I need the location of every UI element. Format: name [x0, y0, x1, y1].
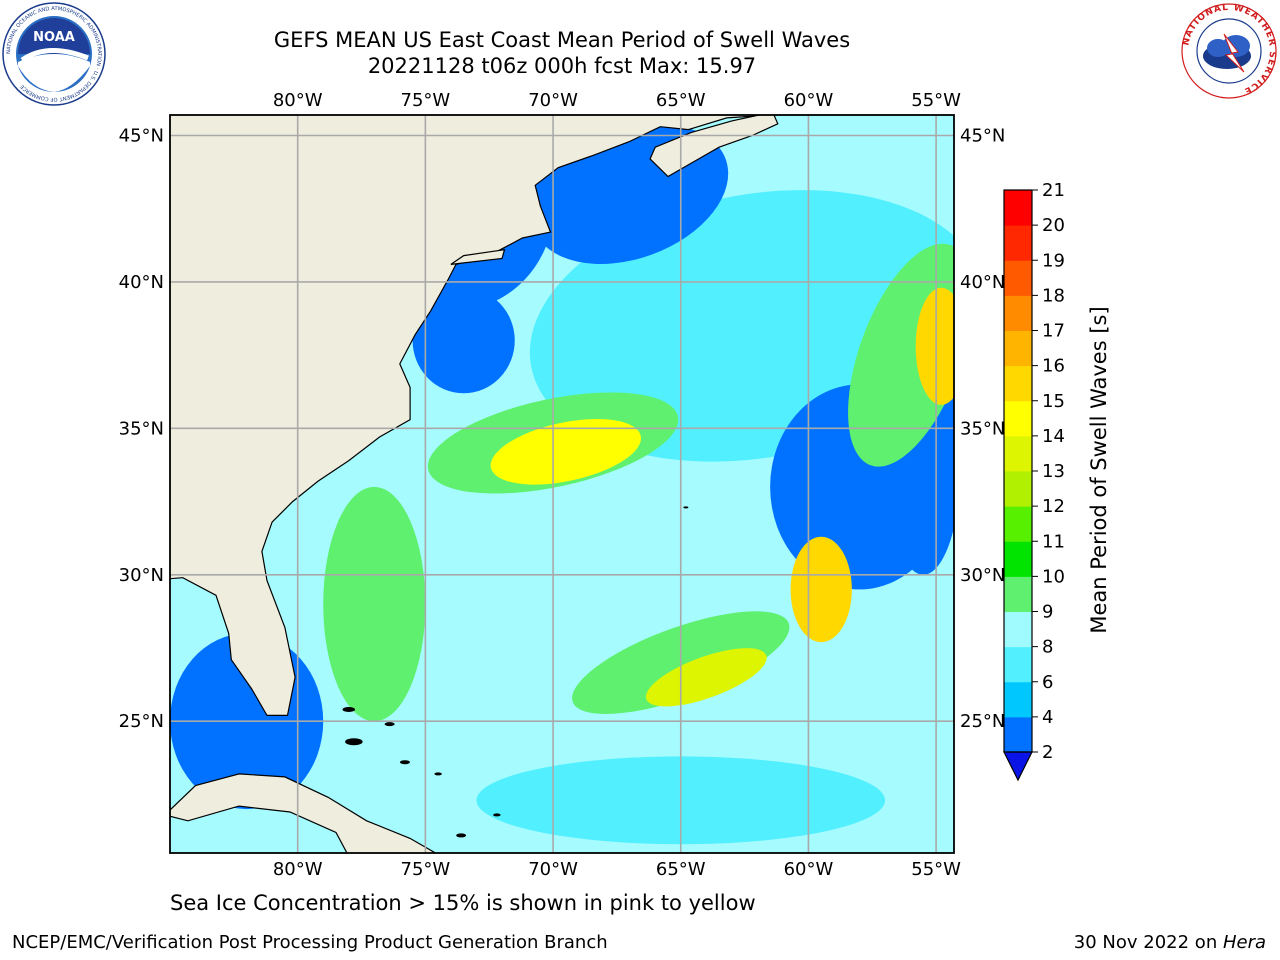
colorbar-tick-label: 2 — [1042, 742, 1053, 763]
longitude-label: 60°W — [784, 859, 834, 880]
colorbar-tick-label: 18 — [1042, 285, 1065, 306]
latitude-label: 45°N — [119, 126, 164, 147]
longitude-label: 70°W — [528, 90, 578, 111]
date-text: 30 Nov 2022 on — [1073, 932, 1223, 953]
sea-ice-note: Sea Ice Concentration > 15% is shown in … — [170, 891, 756, 915]
colorbar-swatch — [1004, 435, 1032, 472]
colorbar-tick-label: 6 — [1042, 672, 1053, 693]
latitude-label: 30°N — [960, 565, 1005, 586]
island — [345, 738, 363, 746]
colorbar-label: Mean Period of Swell Waves [s] — [1087, 306, 1111, 633]
colorbar-swatch — [1004, 716, 1032, 753]
colorbar-tick-label: 9 — [1042, 602, 1053, 623]
colorbar-tick-label: 13 — [1042, 461, 1065, 482]
nws-logo: NATIONAL WEATHER SERVICE — [1181, 3, 1277, 99]
longitude-label: 55°W — [911, 859, 961, 880]
field-blob — [645, 648, 767, 707]
colorbar-swatch — [1004, 365, 1032, 402]
colorbar-swatch — [1004, 541, 1032, 577]
field-blob — [915, 287, 954, 405]
chart-title: GEFS MEAN US East Coast Mean Period of S… — [273, 28, 851, 52]
island — [456, 833, 467, 838]
longitude-labels-bottom: 80°W 75°W 70°W 65°W 60°W 55°W — [273, 859, 961, 880]
noaa-logo-text: NOAA — [33, 30, 75, 45]
colorbar-swatch — [1004, 225, 1032, 261]
latitude-labels-left: 45°N 40°N 35°N 30°N 25°N — [119, 126, 164, 733]
map-frame — [169, 114, 955, 854]
latitude-labels-right: 45°N 40°N 35°N 30°N 25°N — [960, 126, 1005, 733]
colorbar-swatch — [1004, 260, 1032, 296]
long-island-land — [450, 248, 506, 265]
colorbar-tick-label: 11 — [1042, 531, 1065, 552]
colorbar-tick-label: 10 — [1042, 566, 1065, 587]
longitude-label: 75°W — [401, 859, 451, 880]
colorbar-tick-label: 20 — [1042, 215, 1065, 236]
island — [384, 722, 395, 727]
longitude-label: 65°W — [656, 859, 706, 880]
field-blob — [323, 486, 426, 722]
latitude-label: 35°N — [960, 418, 1005, 439]
colorbar-swatch — [1004, 400, 1032, 437]
longitude-label: 60°W — [784, 90, 834, 111]
colorbar-tick-label: 15 — [1042, 391, 1065, 412]
longitude-label: 70°W — [528, 859, 578, 880]
longitude-labels-top: 80°W 75°W 70°W 65°W 60°W 55°W — [273, 90, 961, 111]
latitude-label: 30°N — [119, 565, 164, 586]
colorbar-swatch — [1004, 471, 1032, 507]
field-blob — [412, 287, 515, 394]
date-stamp: 30 Nov 2022 on Hera — [1074, 932, 1266, 953]
latitude-label: 40°N — [960, 272, 1005, 293]
colorbar-swatch — [1004, 506, 1032, 542]
longitude-label: 55°W — [911, 90, 961, 111]
island — [399, 760, 410, 765]
island — [493, 813, 501, 817]
cuba-land — [170, 773, 437, 853]
field-blob — [790, 536, 852, 643]
colorbar-swatch — [1004, 576, 1032, 612]
colorbar-swatch — [1004, 681, 1032, 718]
latitude-label: 45°N — [960, 126, 1005, 147]
colorbar-tick-label: 8 — [1042, 637, 1053, 658]
longitude-label: 80°W — [273, 859, 323, 880]
colorbar-tick-label: 12 — [1042, 496, 1065, 517]
colorbar-swatch — [1004, 295, 1032, 331]
north-america-land — [170, 115, 771, 717]
field-blob — [490, 419, 642, 485]
chart-subtitle: 20221128 t06z 000h fcst Max: 15.97 — [367, 54, 757, 78]
nova-scotia-land — [649, 115, 779, 178]
colorbar-tick-label: 19 — [1042, 250, 1065, 271]
colorbar-tick-label: 14 — [1042, 426, 1065, 447]
colorbar-tick-label: 17 — [1042, 321, 1065, 342]
colorbar-swatch — [1004, 646, 1032, 683]
colorbar-under-arrow — [1003, 751, 1033, 782]
longitude-label: 65°W — [656, 90, 706, 111]
colorbar-tick-label: 4 — [1042, 707, 1053, 728]
latitude-label: 25°N — [119, 711, 164, 732]
noaa-logo: NATIONAL OCEANIC AND ATMOSPHERIC ADMINIS… — [2, 2, 106, 106]
colorbar: 2 4 6 8 9 10 11 12 13 14 15 16 17 18 19 20 21 — [1003, 180, 1065, 782]
colorbar-tick-label: 16 — [1042, 356, 1065, 377]
land-mask — [170, 115, 779, 853]
island — [342, 707, 356, 712]
colorbar-swatch — [1004, 190, 1032, 226]
graticule — [170, 115, 954, 853]
colorbar-tick-label: 21 — [1042, 180, 1065, 201]
island — [683, 506, 689, 509]
latitude-label: 25°N — [960, 711, 1005, 732]
colorbar-swatch — [1004, 611, 1032, 648]
latitude-label: 40°N — [119, 272, 164, 293]
longitude-label: 75°W — [401, 90, 451, 111]
island — [434, 772, 442, 776]
longitude-label: 80°W — [273, 90, 323, 111]
system-name: Hera — [1222, 932, 1266, 953]
latitude-label: 35°N — [119, 418, 164, 439]
colorbar-swatch — [1004, 330, 1032, 367]
credit-line: NCEP/EMC/Verification Post Processing Pr… — [12, 932, 608, 953]
